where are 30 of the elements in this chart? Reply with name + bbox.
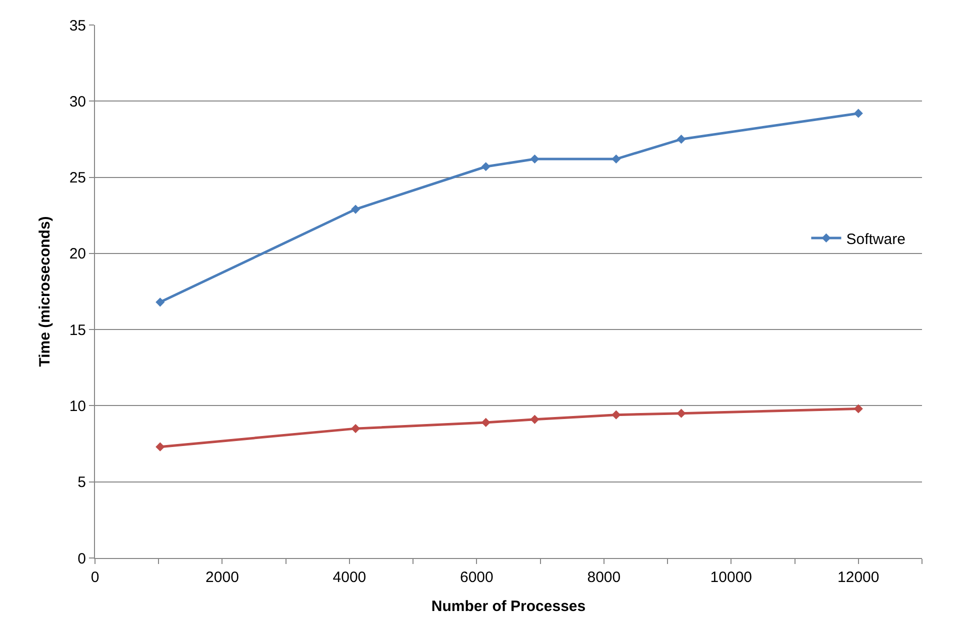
point (676, 134, 686, 144)
point (854, 108, 863, 118)
y-tick-label: 35 (69, 17, 86, 34)
point (156, 442, 165, 452)
y-tick-label: 20 (69, 246, 86, 263)
y-tick-label: 25 (69, 170, 86, 187)
point (854, 404, 863, 414)
y-tick-label: 15 (69, 322, 86, 339)
point (612, 154, 621, 164)
x-tick-label: 0 (90, 569, 100, 586)
point (676, 408, 686, 418)
y-axis-title: Time (microseconds) (36, 216, 54, 367)
y-tick-label: 10 (69, 398, 86, 415)
x-tick-label: 8000 (587, 569, 621, 586)
x-tick-label: 12000 (838, 569, 880, 586)
point (481, 418, 490, 428)
legend-label: Software (846, 230, 906, 248)
x-tick-label: 4000 (332, 569, 366, 586)
x-tick-label: 6000 (460, 569, 494, 586)
point (156, 298, 165, 307)
y-tick-label: 30 (69, 93, 86, 110)
x-axis-title: Number of Processes (431, 598, 586, 615)
point (530, 414, 540, 424)
y-tick-label: 0 (78, 550, 86, 568)
point (481, 162, 490, 172)
x-tick-label: 10000 (710, 569, 752, 586)
x-tick-label: 2000 (206, 569, 239, 586)
point (351, 204, 360, 214)
y-tick-label: 5 (78, 474, 86, 492)
point (530, 154, 540, 164)
